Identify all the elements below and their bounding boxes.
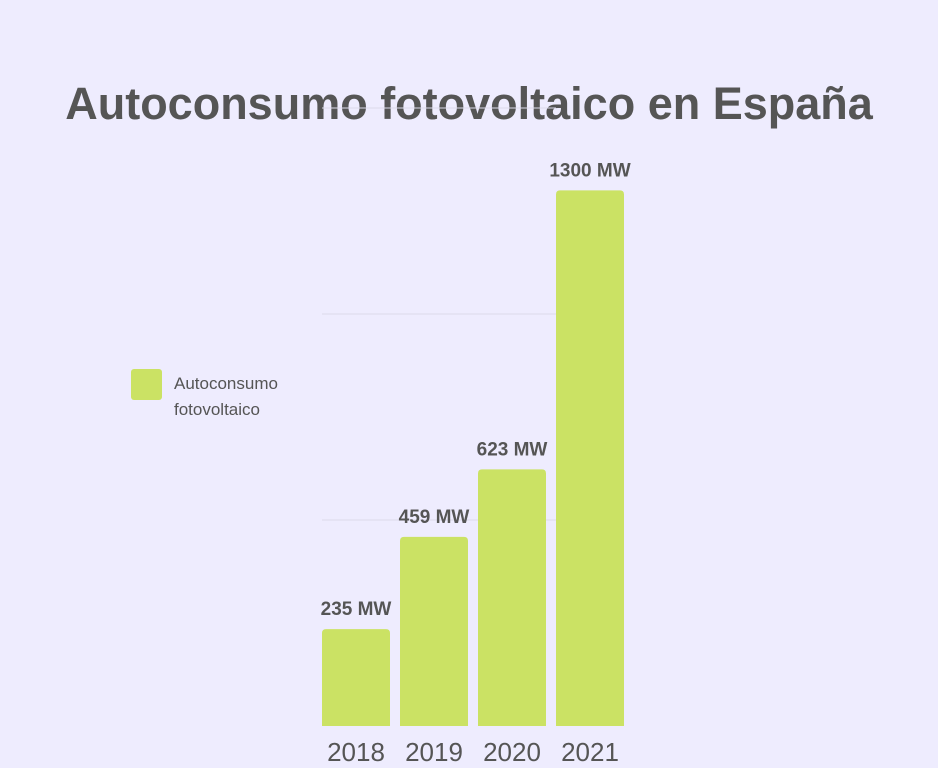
bars bbox=[322, 190, 624, 726]
legend-swatch bbox=[131, 369, 162, 400]
data-label-2018: 235 MW bbox=[321, 599, 392, 620]
x-tick-2021: 2021 bbox=[561, 737, 619, 767]
bar-2019 bbox=[400, 536, 468, 726]
bar-2018 bbox=[322, 629, 390, 726]
chart-title: Autoconsumo fotovoltaico en España bbox=[65, 78, 873, 129]
legend: Autoconsumo fotovoltaico bbox=[131, 369, 314, 423]
bar-2020 bbox=[478, 469, 546, 726]
data-label-2020: 623 MW bbox=[477, 439, 548, 460]
bar-2021 bbox=[556, 190, 624, 726]
legend-label: Autoconsumo fotovoltaico bbox=[174, 374, 278, 419]
data-label-2019: 459 MW bbox=[399, 507, 470, 528]
x-axis-ticks: 2018 2019 2020 2021 bbox=[327, 737, 619, 767]
x-tick-2019: 2019 bbox=[405, 737, 463, 767]
data-labels: 235 MW 459 MW 623 MW 1300 MW bbox=[321, 160, 631, 620]
x-tick-2020: 2020 bbox=[483, 737, 541, 767]
data-label-2021: 1300 MW bbox=[549, 160, 630, 181]
x-tick-2018: 2018 bbox=[327, 737, 385, 767]
